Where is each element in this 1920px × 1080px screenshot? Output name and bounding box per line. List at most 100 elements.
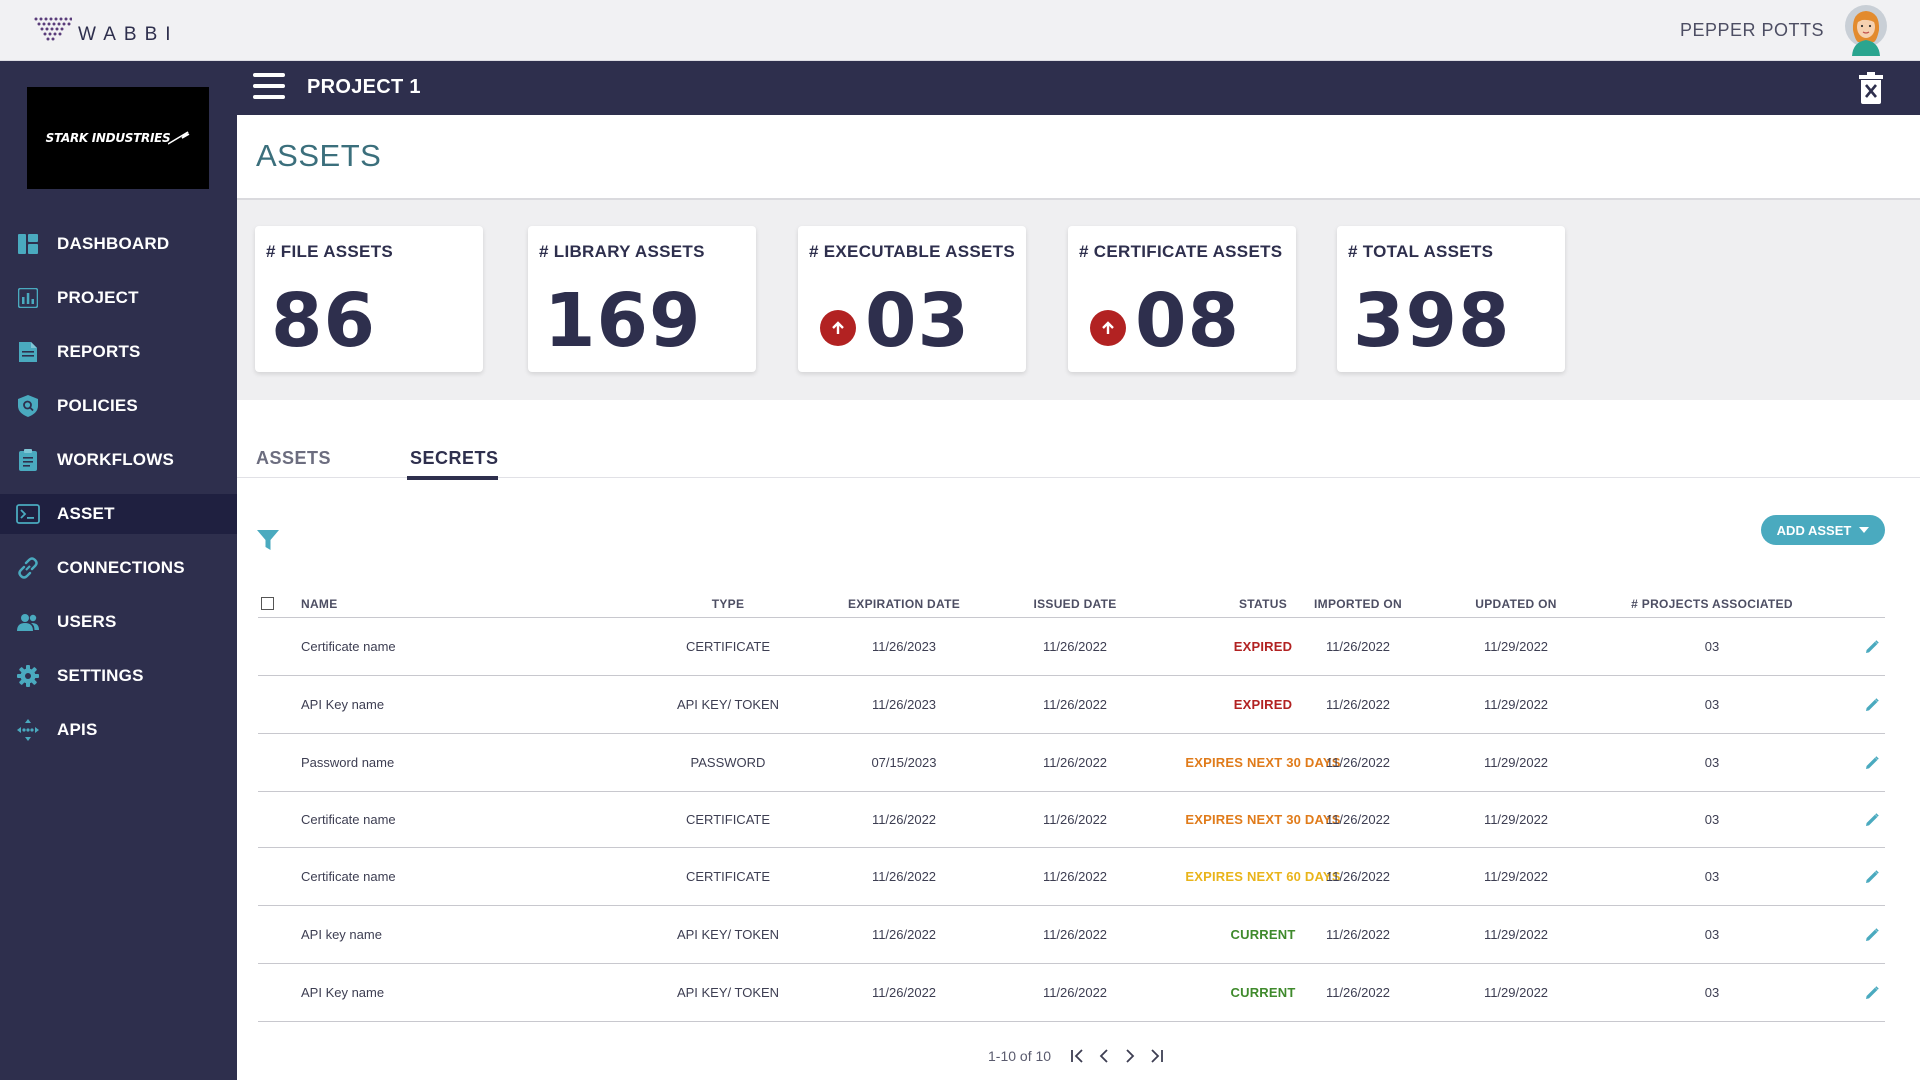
edit-icon[interactable]	[1862, 618, 1882, 675]
sidebar-item-reports[interactable]: REPORTS	[0, 325, 237, 379]
add-asset-button[interactable]: ADD ASSET	[1761, 515, 1885, 545]
cell-name: API Key name	[301, 697, 385, 712]
column-header-status[interactable]: STATUS	[1238, 596, 1288, 611]
sidebar-item-label: DASHBOARD	[57, 234, 170, 253]
active-tab-indicator	[407, 476, 498, 480]
cell-issued-date: 11/26/2022	[1042, 755, 1108, 770]
sidebar-item-apis[interactable]: APIS	[0, 703, 237, 757]
edit-icon[interactable]	[1862, 848, 1882, 905]
status-badge: EXPIRED	[1233, 639, 1293, 654]
stats-band: # FILE ASSETS 86 # LIBRARY ASSETS 169 # …	[237, 198, 1920, 400]
edit-icon[interactable]	[1862, 906, 1882, 963]
cell-name: Password name	[301, 755, 395, 770]
close-project-icon[interactable]	[1858, 72, 1884, 104]
previous-page-icon[interactable]	[1091, 1046, 1117, 1066]
cell-expiration-date: 11/26/2022	[871, 812, 937, 827]
table-row[interactable]: API Key name API KEY/ TOKEN 11/26/2023 11/2…	[258, 676, 1885, 734]
logo-swoosh-icon	[168, 131, 190, 145]
clipboard-icon	[16, 448, 40, 472]
pagination-range: 1-10 of 10	[988, 1048, 1052, 1064]
sidebar-item-label: APIS	[57, 720, 98, 739]
sidebar-item-policies[interactable]: POLICIES	[0, 379, 237, 433]
edit-icon[interactable]	[1862, 676, 1882, 733]
stat-label: # TOTAL ASSETS	[1348, 242, 1494, 261]
column-header-expiration[interactable]: EXPIRATION DATE	[847, 596, 961, 611]
edit-icon[interactable]	[1862, 792, 1882, 847]
sidebar-item-asset[interactable]: ASSET	[0, 494, 237, 534]
select-all-cell	[261, 590, 281, 617]
cell-expiration-date: 11/26/2022	[871, 869, 937, 884]
cell-name: Certificate name	[301, 812, 396, 827]
cell-name: Certificate name	[301, 639, 396, 654]
add-asset-label: ADD ASSET	[1776, 522, 1852, 538]
cell-expiration-date: 11/26/2022	[871, 927, 937, 942]
table-body: Certificate name CERTIFICATE 11/26/2023 11/…	[258, 618, 1885, 1022]
trend-up-icon	[1090, 310, 1126, 346]
sidebar-item-project[interactable]: PROJECT	[0, 271, 237, 325]
cell-projects-associated: 03	[1704, 985, 1720, 1000]
cell-updated-on: 11/29/2022	[1483, 812, 1549, 827]
stat-label: # FILE ASSETS	[266, 242, 394, 261]
sidebar-item-dashboard[interactable]: DASHBOARD	[0, 217, 237, 271]
status-badge: EXPIRES NEXT 60 DAYS	[1185, 869, 1341, 884]
report-icon	[16, 340, 40, 364]
company-logo[interactable]: STARK INDUSTRIES	[27, 87, 209, 189]
table-row[interactable]: Certificate name CERTIFICATE 11/26/2022 11/…	[258, 848, 1885, 906]
cell-issued-date: 11/26/2022	[1042, 927, 1108, 942]
cell-type: API KEY/ TOKEN	[676, 697, 780, 712]
table-row[interactable]: Certificate name CERTIFICATE 11/26/2022 11/…	[258, 792, 1885, 848]
first-page-icon[interactable]	[1065, 1046, 1091, 1066]
stat-card-library-assets: # LIBRARY ASSETS 169	[528, 226, 756, 372]
table-row[interactable]: API key name API KEY/ TOKEN 11/26/2022 11/2…	[258, 906, 1885, 964]
user-menu[interactable]: PEPPER POTTS	[1680, 4, 1888, 56]
cell-updated-on: 11/29/2022	[1483, 927, 1549, 942]
table-row[interactable]: API Key name API KEY/ TOKEN 11/26/2022 11/2…	[258, 964, 1885, 1022]
user-name: PEPPER POTTS	[1679, 19, 1824, 40]
brand-name: WABBI	[78, 24, 179, 45]
tab-secrets[interactable]: SECRETS	[410, 448, 499, 468]
status-badge: CURRENT	[1230, 927, 1296, 942]
table-row[interactable]: Certificate name CERTIFICATE 11/26/2023 11/…	[258, 618, 1885, 676]
menu-icon[interactable]	[253, 73, 285, 101]
project-title: PROJECT 1	[307, 76, 421, 98]
avatar[interactable]	[1844, 4, 1888, 56]
wabbi-logo[interactable]: WABBI	[34, 14, 179, 46]
wabbi-logo-icon	[34, 17, 72, 41]
column-header-imported[interactable]: IMPORTED ON	[1314, 596, 1402, 611]
table-row[interactable]: Password name PASSWORD 07/15/2023 11/26/202…	[258, 734, 1885, 792]
edit-icon[interactable]	[1862, 734, 1882, 791]
cell-issued-date: 11/26/2022	[1042, 697, 1108, 712]
status-badge: EXPIRES NEXT 30 DAYS	[1185, 812, 1341, 827]
column-header-issued[interactable]: ISSUED DATE	[1033, 596, 1117, 611]
tab-assets[interactable]: ASSETS	[256, 448, 332, 468]
stat-label: # CERTIFICATE ASSETS	[1079, 242, 1283, 261]
cell-projects-associated: 03	[1704, 927, 1720, 942]
sidebar-nav: DASHBOARD PROJECT REPORTS POLICIES WORKF…	[0, 217, 237, 757]
column-header-updated[interactable]: UPDATED ON	[1475, 596, 1557, 611]
sidebar-item-settings[interactable]: SETTINGS	[0, 649, 237, 703]
stat-value: 398	[1353, 278, 1511, 364]
table-header: NAME TYPE EXPIRATION DATE ISSUED DATE ST…	[258, 590, 1885, 618]
cell-issued-date: 11/26/2022	[1042, 639, 1108, 654]
cell-issued-date: 11/26/2022	[1042, 869, 1108, 884]
cell-updated-on: 11/29/2022	[1483, 869, 1549, 884]
sidebar-item-connections[interactable]: CONNECTIONS	[0, 541, 237, 595]
column-header-projects[interactable]: # PROJECTS ASSOCIATED	[1631, 596, 1793, 611]
select-all-checkbox[interactable]	[261, 597, 274, 610]
next-page-icon[interactable]	[1117, 1046, 1143, 1066]
users-icon	[16, 610, 40, 634]
edit-icon[interactable]	[1862, 964, 1882, 1021]
sidebar-item-label: CONNECTIONS	[57, 558, 185, 577]
column-header-type[interactable]: TYPE	[711, 596, 745, 611]
cell-imported-on: 11/26/2022	[1325, 639, 1391, 654]
tab-bar: ASSETS SECRETS	[237, 448, 1920, 480]
last-page-icon[interactable]	[1143, 1046, 1169, 1066]
sidebar-item-users[interactable]: USERS	[0, 595, 237, 649]
cell-projects-associated: 03	[1704, 697, 1720, 712]
stat-value: 86	[271, 278, 376, 364]
cell-issued-date: 11/26/2022	[1042, 985, 1108, 1000]
column-header-name[interactable]: NAME	[301, 596, 338, 611]
dashboard-icon	[16, 232, 40, 256]
filter-icon[interactable]	[257, 529, 279, 551]
sidebar-item-workflows[interactable]: WORKFLOWS	[0, 433, 237, 487]
